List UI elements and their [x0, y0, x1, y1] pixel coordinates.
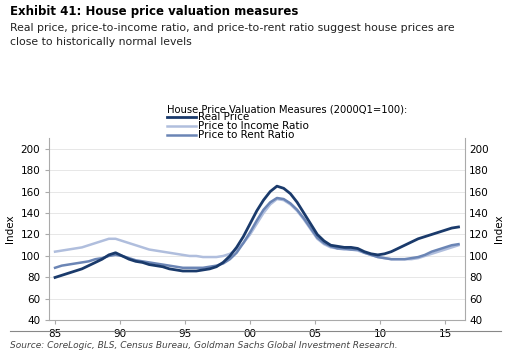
Text: Source: CoreLogic, BLS, Census Bureau, Goldman Sachs Global Investment Research.: Source: CoreLogic, BLS, Census Bureau, G…: [10, 341, 398, 350]
Y-axis label: Index: Index: [5, 215, 15, 243]
Text: Price to Rent Ratio: Price to Rent Ratio: [198, 130, 295, 140]
Text: Real Price: Real Price: [198, 112, 250, 122]
Y-axis label: Index: Index: [495, 215, 504, 243]
Text: Exhibit 41: House price valuation measures: Exhibit 41: House price valuation measur…: [10, 5, 298, 18]
Text: Real price, price-to-income ratio, and price-to-rent ratio suggest house prices : Real price, price-to-income ratio, and p…: [10, 23, 455, 47]
Text: Price to Income Ratio: Price to Income Ratio: [198, 121, 309, 131]
Text: House Price Valuation Measures (2000Q1=100):: House Price Valuation Measures (2000Q1=1…: [167, 105, 407, 115]
